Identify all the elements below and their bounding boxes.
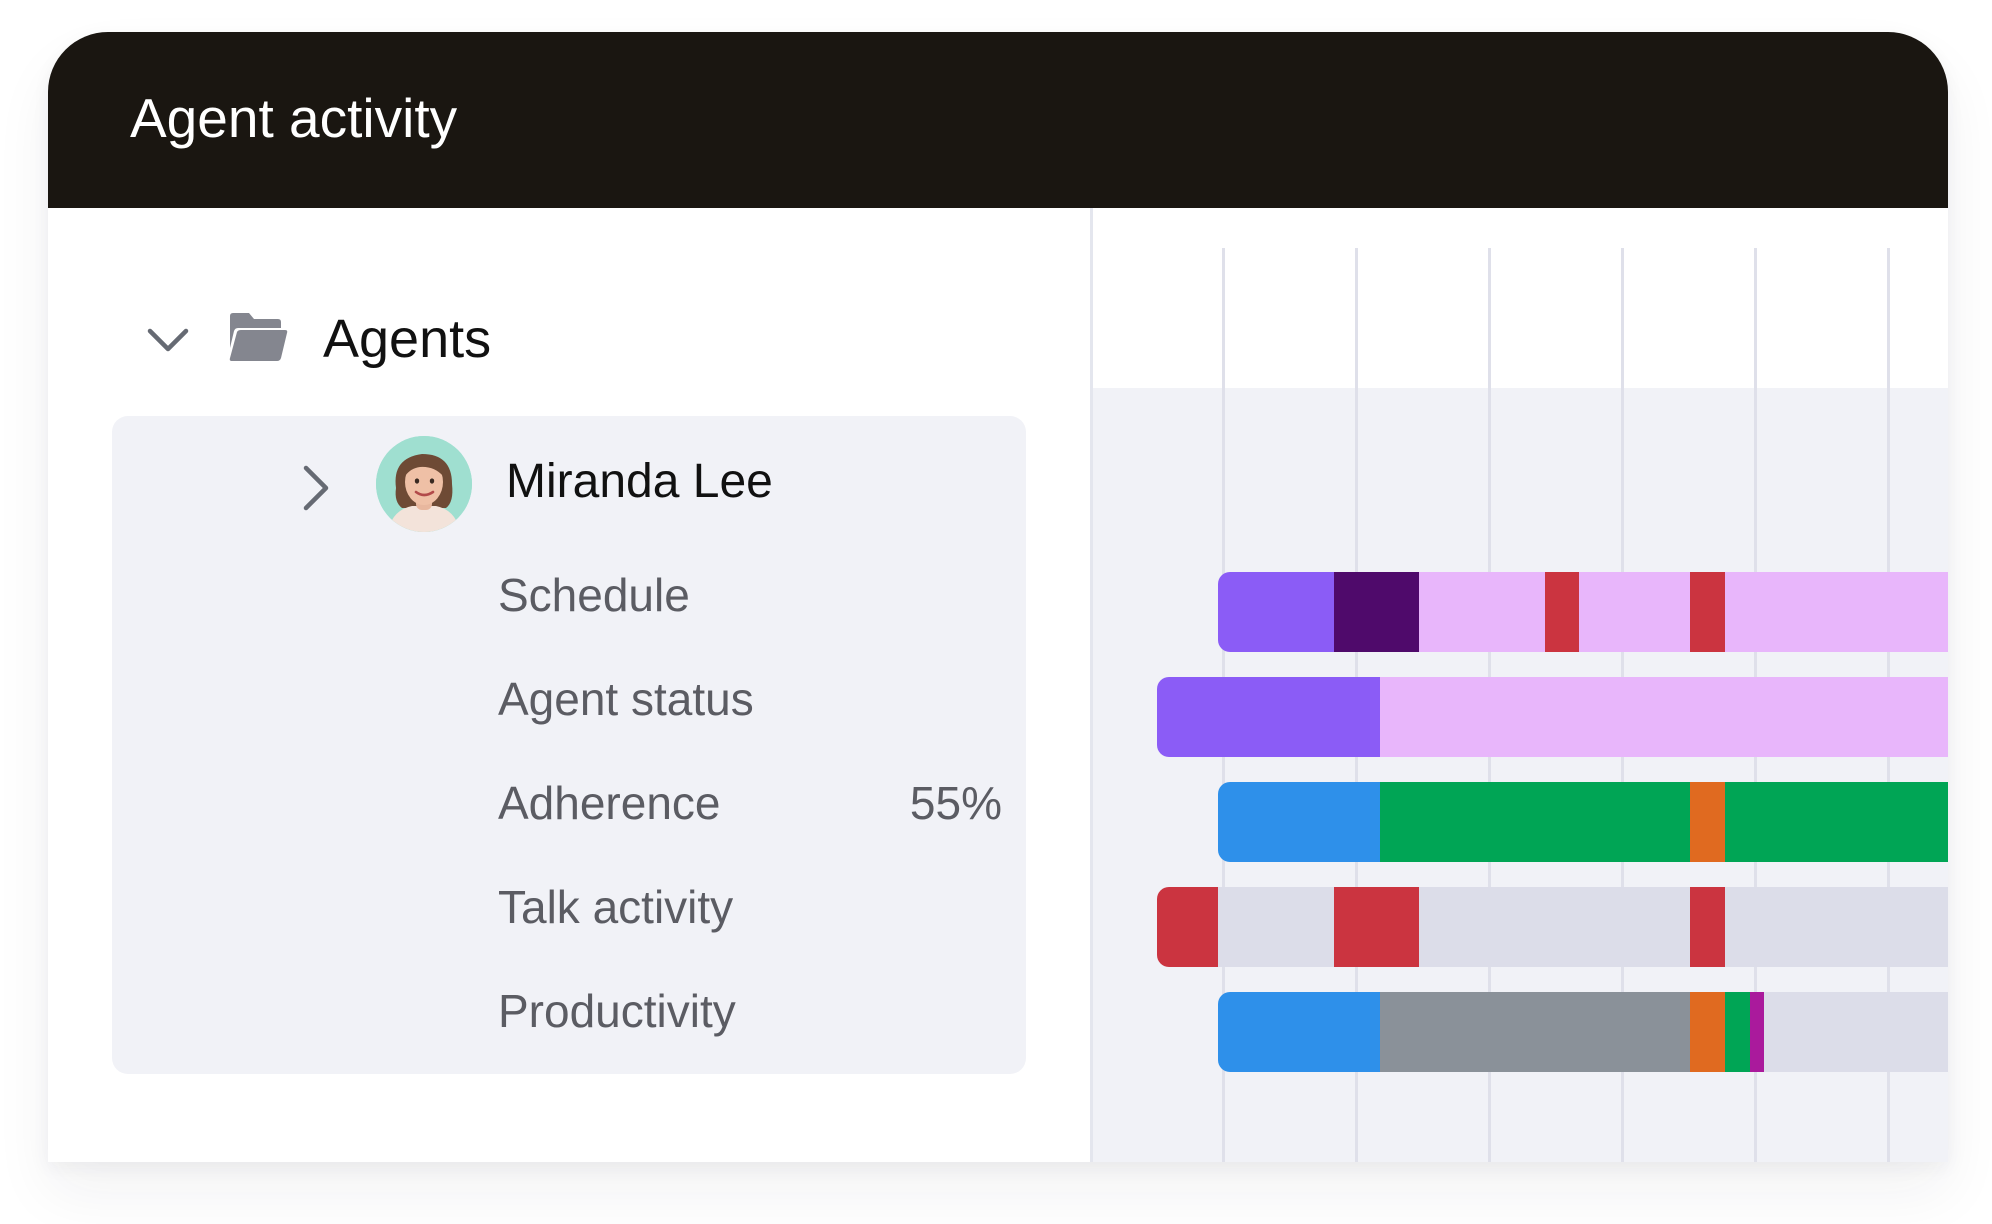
timeline-segment-magenta[interactable]: [1750, 992, 1764, 1072]
timeline-segment-green[interactable]: [1380, 782, 1690, 862]
timeline-segment-light-pink[interactable]: [1579, 572, 1690, 652]
timeline-segment-green[interactable]: [1725, 782, 1948, 862]
timeline-segment-orange[interactable]: [1690, 992, 1725, 1072]
timeline-row-agent-status: [1093, 677, 1948, 757]
timeline-row-talk-activity: [1093, 887, 1948, 967]
timeline-row-productivity: [1093, 992, 1948, 1072]
timeline-row-adherence: [1093, 782, 1948, 862]
timeline-segment-light-gray[interactable]: [1725, 887, 1948, 967]
pane-divider[interactable]: [1090, 208, 1093, 1162]
timeline-segment-light-pink[interactable]: [1725, 572, 1948, 652]
timeline-segment-purple[interactable]: [1218, 572, 1334, 652]
timeline-row-schedule: [1093, 572, 1948, 652]
timeline-segment-purple[interactable]: [1157, 677, 1380, 757]
timeline-segment-dark-purple[interactable]: [1334, 572, 1419, 652]
agent-tree-pane: Agents Miranda: [48, 208, 1092, 1162]
agent-panel: Miranda Lee Schedule Agent status Adherenc…: [112, 416, 1026, 1074]
timeline-segment-blue[interactable]: [1218, 992, 1380, 1072]
metric-value-adherence: 55%: [909, 777, 1002, 829]
timeline-segment-blue[interactable]: [1218, 782, 1380, 862]
metric-label-schedule: Schedule: [498, 569, 690, 621]
card-header: Agent activity: [48, 32, 1948, 208]
metric-label-talk-activity: Talk activity: [498, 881, 734, 933]
timeline-segment-green[interactable]: [1725, 992, 1750, 1072]
timeline-segment-red[interactable]: [1334, 887, 1419, 967]
timeline-segment-light-pink[interactable]: [1419, 572, 1545, 652]
timeline-segment-orange[interactable]: [1690, 782, 1725, 862]
metric-label-agent-status: Agent status: [498, 673, 754, 725]
timeline-segment-red[interactable]: [1157, 887, 1218, 967]
page-title: Agent activity: [130, 87, 458, 149]
timeline-pane: [1093, 208, 1948, 1162]
agent-name[interactable]: Miranda Lee: [506, 455, 773, 508]
timeline-segment-light-pink[interactable]: [1380, 677, 1948, 757]
folder-open-icon: [228, 312, 288, 362]
timeline-segment-gray[interactable]: [1380, 992, 1690, 1072]
agent-activity-card: Agent activity Agents: [48, 32, 1948, 1162]
timeline-segment-red[interactable]: [1690, 887, 1725, 967]
group-label[interactable]: Agents: [323, 309, 492, 369]
timeline-segment-red[interactable]: [1690, 572, 1725, 652]
avatar[interactable]: [376, 436, 472, 532]
chevron-down-icon[interactable]: [144, 316, 192, 364]
metric-label-adherence: Adherence: [498, 777, 721, 829]
timeline-segment-light-gray[interactable]: [1419, 887, 1690, 967]
timeline-segment-light-gray[interactable]: [1218, 887, 1334, 967]
chevron-right-icon[interactable]: [292, 462, 336, 514]
timeline-segment-light-gray[interactable]: [1764, 992, 1948, 1072]
timeline-segment-red[interactable]: [1545, 572, 1579, 652]
metric-label-productivity: Productivity: [498, 985, 736, 1037]
